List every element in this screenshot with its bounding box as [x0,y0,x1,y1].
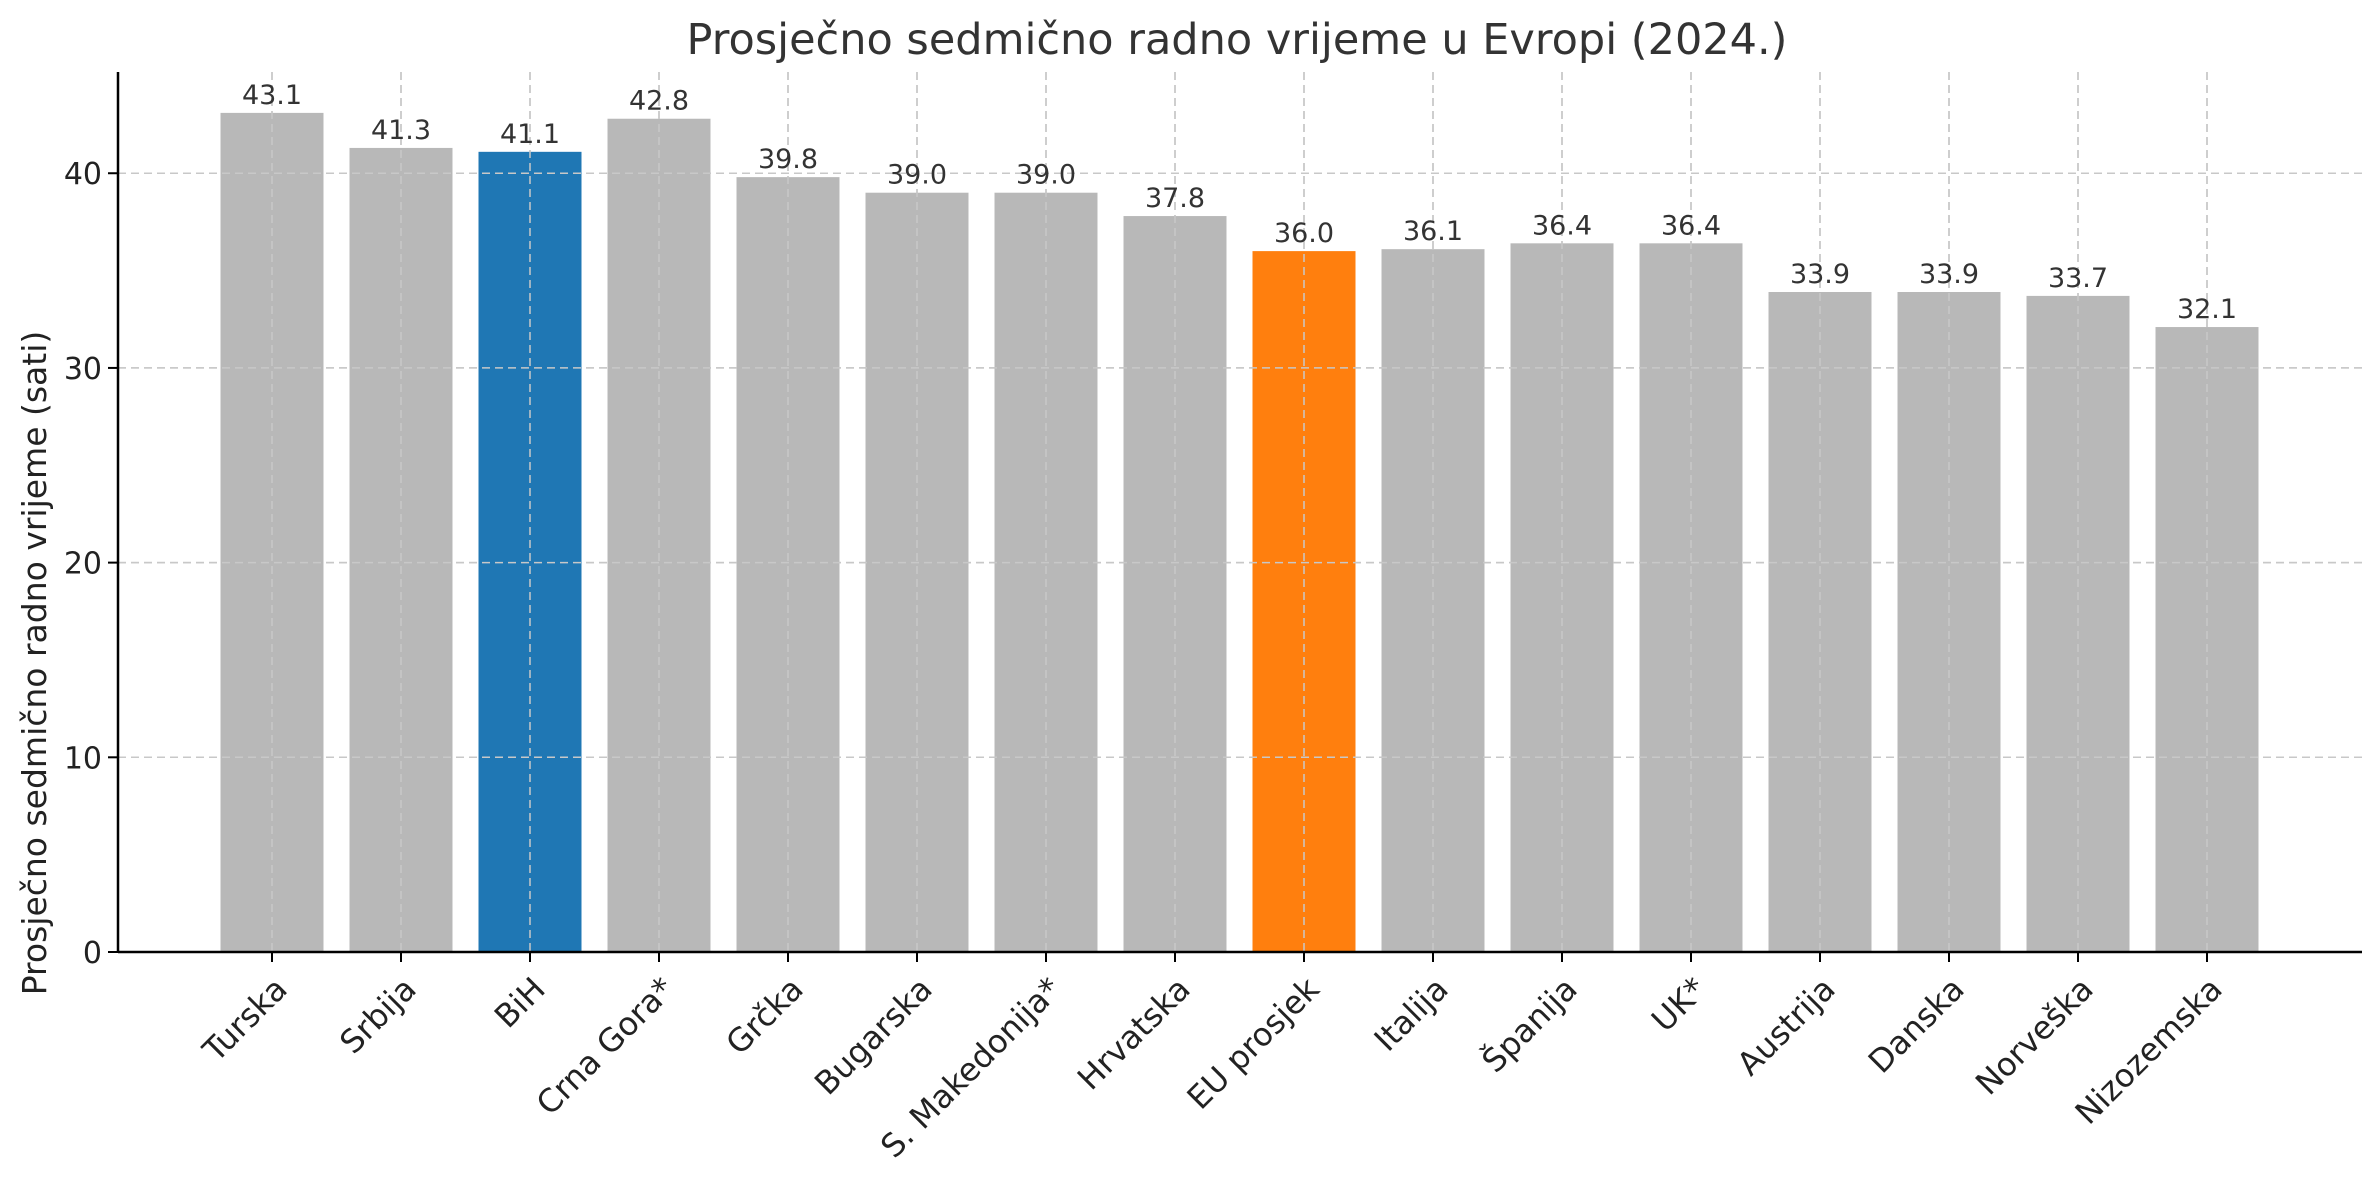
data-label: 36.0 [1274,218,1334,249]
x-tick-label: Španija [1474,969,1585,1080]
gridlines [118,72,2362,952]
data-label: 36.4 [1532,210,1592,241]
x-tick-label: Austrija [1730,970,1843,1083]
data-label: 41.3 [371,115,431,146]
data-label: 32.1 [2177,294,2237,325]
x-tick-label: Italija [1367,970,1456,1059]
data-label: 37.8 [1145,183,1205,214]
bar [2155,327,2259,952]
y-tick-label: 40 [64,157,102,192]
data-label: 36.1 [1403,216,1463,247]
data-label: 33.7 [2048,263,2108,294]
y-tick-label: 30 [64,352,102,387]
gridlines-overlay [118,72,2362,952]
data-label: 36.4 [1661,210,1721,241]
data-label: 41.1 [500,119,560,150]
bars [220,112,2259,953]
data-label: 33.9 [1919,259,1979,290]
x-tick-label: Danska [1861,970,1972,1081]
x-tick-label: Norveška [1968,970,2101,1103]
y-tick-label: 0 [83,936,102,971]
x-tick-label: Hrvatska [1070,970,1198,1098]
x-tick-label: Grčka [718,970,810,1062]
x-tick-label: Turska [195,970,295,1070]
x-tick-label: EU prosjek [1180,969,1327,1116]
data-label: 39.8 [758,144,818,175]
data-label: 39.0 [1016,160,1076,191]
x-tick-label: BiH [487,970,553,1036]
data-labels: 43.1 41.3 41.1 42.8 39.8 39.0 39.0 37.8 36.0 36.1… [242,80,2237,325]
bar [1381,249,1485,952]
y-axis-label: Prosječno sedmično radno vrijeme (sati) [15,331,54,996]
data-label: 42.8 [629,86,689,117]
data-label: 33.9 [1790,259,1850,290]
data-label: 39.0 [887,160,947,191]
chart-title: Prosječno sedmično radno vrijeme u Evrop… [687,15,1788,65]
y-tick-label: 20 [64,547,102,582]
x-tick-label: Crna Gora* [529,970,682,1123]
data-label: 43.1 [242,80,302,111]
x-tick-label: UK* [1644,970,1714,1040]
x-tick-label: Srbija [332,970,423,1061]
y-tick-label: 10 [64,741,102,776]
x-tick-label: Bugarska [807,970,940,1103]
